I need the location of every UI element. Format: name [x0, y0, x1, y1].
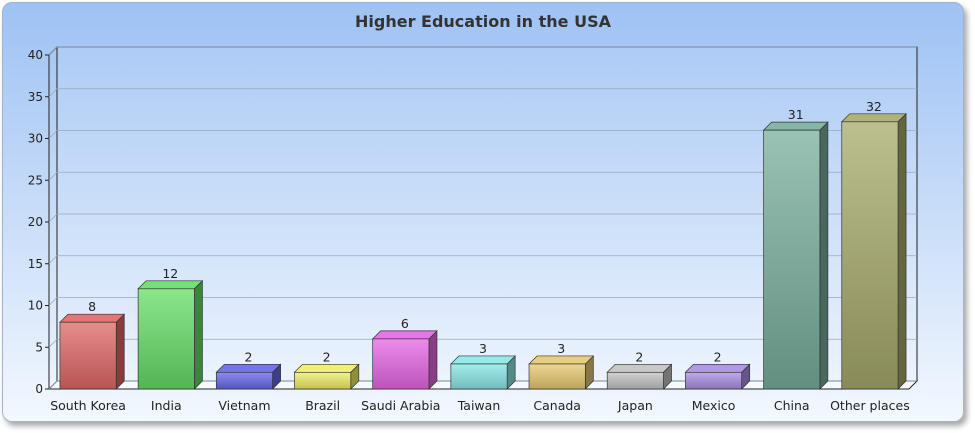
bar-top-face — [528, 355, 595, 365]
x-tick-label: India — [151, 398, 182, 413]
bar — [293, 363, 360, 390]
gridline-side — [48, 297, 58, 306]
bar — [840, 112, 907, 390]
data-label: 12 — [162, 266, 178, 281]
bar-top-face — [762, 121, 829, 131]
gridline-side — [48, 380, 58, 390]
bar — [371, 330, 438, 390]
bar-front-face — [59, 321, 117, 390]
bar-top-face — [137, 280, 204, 290]
gridline-side — [48, 130, 58, 139]
data-label: 2 — [323, 349, 331, 364]
x-tick-label: Japan — [617, 398, 653, 413]
y-tick-label: 40 — [28, 48, 43, 62]
x-tick-label: Canada — [533, 398, 581, 413]
bar-top-face — [293, 363, 360, 373]
data-label: 31 — [788, 107, 804, 122]
bar-front-face — [685, 371, 743, 390]
bar-front-face — [763, 129, 821, 390]
x-tick-label: Taiwan — [457, 398, 501, 413]
x-tick-label: China — [774, 398, 810, 413]
bar-side-face — [428, 330, 438, 390]
gridline-side — [48, 338, 58, 348]
chart-card: Higher Education in the USA 0 5 10 15 20 25 30… — [2, 2, 964, 422]
bar-front-face — [372, 338, 430, 390]
y-tick-label: 10 — [28, 299, 43, 313]
x-tick-label: Brazil — [305, 398, 340, 413]
bar — [215, 363, 282, 390]
data-label: 3 — [479, 341, 487, 356]
chart-title: Higher Education in the USA — [355, 12, 612, 31]
bar-top-face — [840, 113, 907, 123]
y-tick-label: 20 — [28, 215, 43, 229]
data-label: 2 — [244, 349, 252, 364]
y-tick-label: 5 — [35, 340, 43, 354]
bar — [606, 363, 673, 390]
x-tick-label: Vietnam — [218, 398, 270, 413]
y-tick-label: 30 — [28, 132, 43, 146]
y-tick-label: 15 — [28, 257, 43, 271]
gridline-side — [48, 171, 58, 181]
data-label: 2 — [714, 349, 722, 364]
bar — [528, 355, 595, 390]
bar — [59, 313, 126, 390]
gridline-side — [48, 46, 58, 56]
bar — [762, 121, 829, 390]
gridline-side — [48, 255, 58, 265]
bar — [684, 363, 751, 390]
bar-front-face — [450, 363, 508, 390]
x-tick-label: Other places — [830, 398, 910, 413]
bar-side-face — [897, 112, 907, 390]
bar-front-face — [137, 288, 195, 390]
y-tick-label: 25 — [28, 173, 43, 187]
y-tick-label: 35 — [28, 90, 43, 104]
bar-chart: Higher Education in the USA 051015202530… — [28, 12, 919, 413]
bar-side-face — [115, 313, 125, 390]
bar — [450, 355, 516, 390]
bar-side-face — [194, 279, 203, 390]
bar-front-face — [528, 363, 586, 390]
gridline-side — [48, 88, 58, 98]
bar-top-face — [371, 330, 438, 340]
bar-top-face — [684, 363, 751, 373]
x-tick-label: Saudi Arabia — [361, 398, 440, 413]
bars — [59, 112, 907, 390]
data-label: 3 — [557, 341, 565, 356]
bar-front-face — [606, 371, 664, 390]
gridline-side — [48, 213, 58, 223]
bar-top-face — [59, 313, 126, 323]
bar-front-face — [294, 371, 352, 390]
x-tick-label: Mexico — [692, 398, 736, 413]
y-axis-ticks: 0 5 10 15 20 25 30 35 40 — [28, 48, 49, 396]
data-label: 32 — [866, 99, 882, 114]
bar-front-face — [841, 121, 899, 390]
bar-side-face — [819, 121, 829, 390]
bar-front-face — [215, 371, 273, 390]
bar-top-face — [215, 363, 282, 373]
x-axis-categories: South Korea India Vietnam Brazil Saudi Arabi… — [50, 398, 909, 413]
bar — [137, 279, 204, 390]
y-tick-label: 0 — [35, 382, 43, 396]
x-tick-label: South Korea — [50, 398, 126, 413]
data-label: 8 — [88, 299, 96, 314]
bar-top-face — [606, 363, 673, 373]
data-label: 2 — [635, 349, 643, 364]
bar-top-face — [450, 355, 516, 365]
data-label: 6 — [401, 316, 409, 331]
